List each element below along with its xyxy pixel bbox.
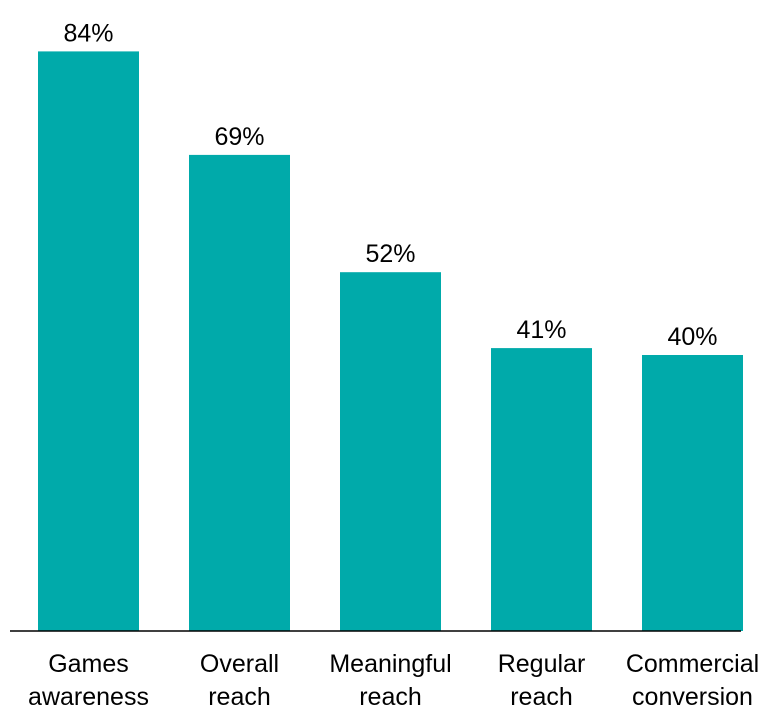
x-tick-label-1-line-0: Overall — [200, 650, 279, 678]
data-label-1: 69% — [214, 123, 264, 151]
x-tick-label-4: Commercial conversion — [626, 650, 759, 710]
data-labels: 84% 69% 52% 41% 40% — [63, 19, 717, 351]
x-tick-label-0-line-0: Games — [48, 650, 129, 678]
x-tick-label-2-line-0: Meaningful — [329, 650, 451, 678]
x-tick-label-3: Regular reach — [498, 650, 586, 710]
data-label-2: 52% — [365, 240, 415, 268]
x-tick-label-2-line-1: reach — [359, 683, 422, 710]
bar-0 — [38, 51, 139, 631]
data-label-0: 84% — [63, 19, 113, 47]
bar-3 — [491, 348, 592, 631]
x-tick-label-3-line-1: reach — [510, 683, 573, 710]
x-tick-labels: Games awareness Overall reach Meaningful reac… — [28, 650, 759, 710]
bars — [38, 51, 743, 631]
x-tick-label-0: Games awareness — [28, 650, 149, 710]
bar-2 — [340, 272, 441, 631]
x-tick-label-4-line-0: Commercial — [626, 650, 759, 678]
x-tick-label-3-line-0: Regular — [498, 650, 586, 678]
x-tick-label-4-line-1: conversion — [632, 683, 753, 710]
data-label-3: 41% — [516, 316, 566, 344]
data-label-4: 40% — [667, 323, 717, 351]
bar-4 — [642, 355, 743, 631]
x-tick-label-1: Overall reach — [200, 650, 279, 710]
x-tick-label-0-line-1: awareness — [28, 683, 149, 710]
x-tick-label-1-line-1: reach — [208, 683, 271, 710]
bar-1 — [189, 154, 290, 631]
x-tick-label-2: Meaningful reach — [329, 650, 451, 710]
